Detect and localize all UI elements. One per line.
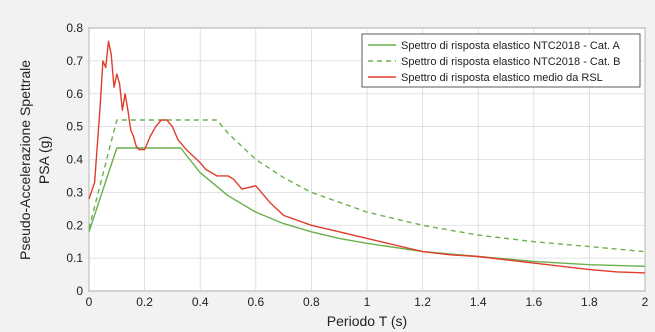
x-tick-label: 0.8 [303,295,320,309]
y-tick-label: 0 [76,284,83,298]
x-tick-label: 1.2 [414,295,431,309]
legend-box [361,33,641,88]
y-tick-label: 0.7 [66,54,83,68]
x-tick-label: 1 [364,295,371,309]
y-tick-label: 0.8 [66,21,83,35]
x-tick-label: 1.8 [581,295,598,309]
y-tick-label: 0.5 [66,120,83,134]
y-tick-label: 0.6 [66,87,83,101]
legend-label-2: Spettro di risposta elastico medio da RS… [401,72,603,84]
x-tick-label: 0 [86,295,93,309]
y-axis-label-line-2: PSA (g) [36,136,52,184]
x-axis-label: Periodo T (s) [327,313,407,329]
y-axis-label-line-1: Pseudo-Accelerazione Spettrale [17,60,33,260]
y-tick-label: 0.4 [66,153,83,167]
legend-label-0: Spettro di risposta elastico NTC2018 - C… [401,40,621,52]
x-tick-label: 1.6 [525,295,542,309]
x-tick-label: 1.4 [470,295,487,309]
series-line-2 [88,40,646,274]
axis-ticks: 0 0.2 0.4 0.6 0.8 1 1.2 1.4 1.6 1.8 2 0 0.1 0.2 0.3 0.4… [66,21,648,309]
x-tick-label: 0.4 [192,295,209,309]
series-layer [88,40,646,274]
legend: Spettro di risposta elastico NTC2018 - C… [361,33,641,88]
series-line-1 [88,119,646,253]
series-line-0 [88,147,646,267]
y-tick-label: 0.1 [66,251,83,265]
y-tick-label: 0.2 [66,218,83,232]
y-tick-label: 0.3 [66,185,83,199]
legend-label-1: Spettro di risposta elastico NTC2018 - C… [401,56,620,68]
x-tick-label: 2 [642,295,649,309]
x-tick-label: 0.2 [136,295,153,309]
x-tick-label: 0.6 [247,295,264,309]
